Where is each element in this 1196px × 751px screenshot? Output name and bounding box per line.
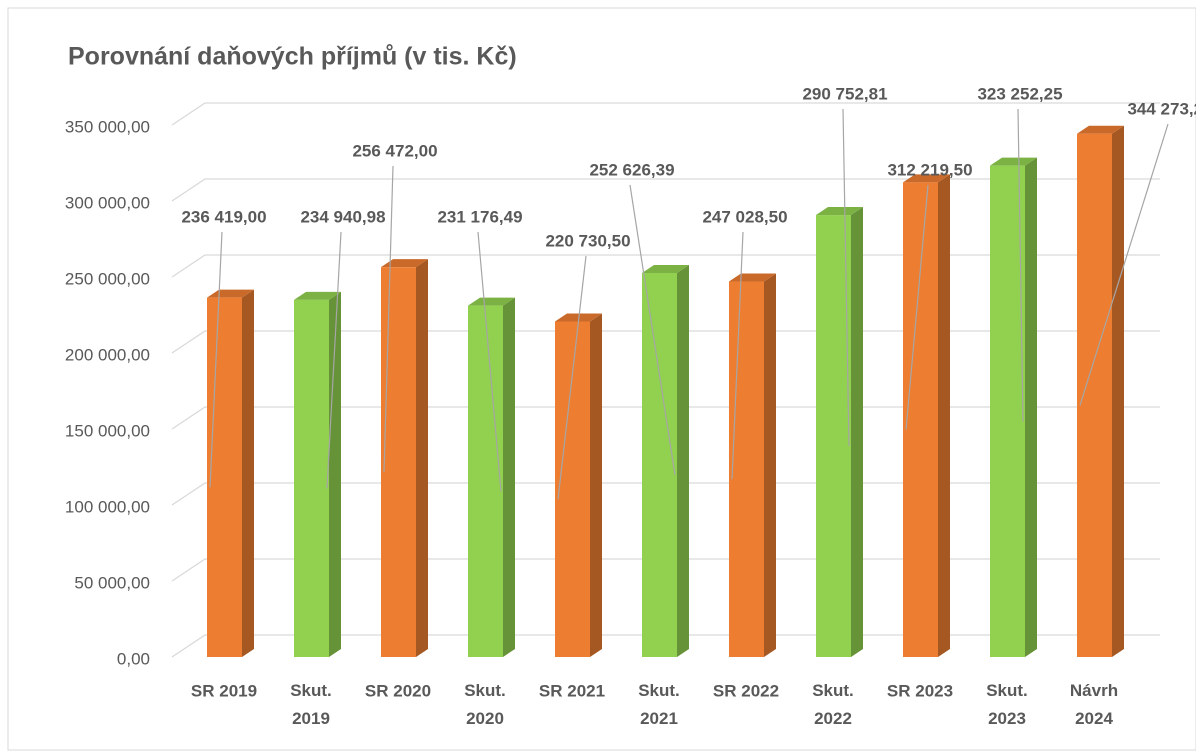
bar <box>816 215 851 657</box>
bar-side <box>1112 125 1124 658</box>
y-tick-label: 100 000,00 <box>65 497 150 516</box>
y-tick-label: 200 000,00 <box>65 345 150 364</box>
bar-top <box>294 291 341 300</box>
y-tick-label: 150 000,00 <box>65 421 150 440</box>
value-label: 236 419,00 <box>181 207 266 226</box>
value-label: 290 752,81 <box>802 84 887 103</box>
bar-top <box>903 174 950 183</box>
leader-line <box>326 231 342 489</box>
x-tick-label: SR 2022 <box>713 681 779 700</box>
bar <box>729 281 764 657</box>
leader-line <box>1079 123 1169 406</box>
y-tick-label: 250 000,00 <box>65 269 150 288</box>
grid-line <box>171 178 1160 202</box>
bar <box>990 165 1025 657</box>
bar-top <box>990 157 1037 166</box>
chart-title: Porovnání daňových příjmů (v tis. Kč) <box>68 43 517 71</box>
x-tick-label: Skut. 2023 <box>986 681 1028 728</box>
y-tick-label: 50 000,00 <box>74 573 150 592</box>
bar-side <box>590 313 602 657</box>
x-tick-label: Skut. 2019 <box>290 681 332 728</box>
leader-line <box>842 108 850 447</box>
value-label: 247 028,50 <box>702 207 787 226</box>
value-label: 256 472,00 <box>352 141 437 160</box>
bar-side <box>938 174 950 657</box>
x-tick-label: Návrh 2024 <box>1070 681 1118 728</box>
x-tick-label: SR 2019 <box>191 681 257 700</box>
bar-top <box>642 265 689 274</box>
value-label: 252 626,39 <box>589 160 674 179</box>
y-tick-label: 0,00 <box>117 649 150 668</box>
bar <box>1077 133 1112 658</box>
leader-line <box>557 255 587 500</box>
bar <box>642 273 677 657</box>
bar-top <box>816 207 863 216</box>
bar-side <box>677 265 689 657</box>
bar <box>468 305 503 657</box>
grid-line <box>171 102 1160 126</box>
x-tick-label: Skut. 2022 <box>812 681 854 728</box>
bar-top <box>1077 125 1124 134</box>
value-label: 231 176,49 <box>437 207 522 226</box>
leader-line <box>1017 108 1024 422</box>
bar <box>207 297 242 657</box>
bar-side <box>242 289 254 657</box>
leader-line <box>477 231 502 492</box>
bar-top <box>468 297 515 306</box>
bar-side <box>1025 157 1037 657</box>
y-tick-label: 300 000,00 <box>65 193 150 212</box>
value-label: 312 219,50 <box>887 160 972 179</box>
y-tick-label: 350 000,00 <box>65 117 150 136</box>
bar-side <box>764 273 776 657</box>
bar-side <box>503 297 515 657</box>
bar-side <box>851 207 863 657</box>
bar-side <box>329 291 341 657</box>
bar <box>381 267 416 657</box>
value-label: 344 273,25 <box>1127 99 1196 118</box>
leader-line <box>383 165 394 473</box>
bar <box>903 182 938 657</box>
bar <box>294 299 329 657</box>
bar-top <box>381 259 428 268</box>
x-tick-label: SR 2023 <box>887 681 953 700</box>
x-tick-label: SR 2020 <box>365 681 431 700</box>
leader-line <box>731 231 744 480</box>
leader-line <box>629 184 676 476</box>
leader-line <box>209 231 223 488</box>
value-label: 234 940,98 <box>300 207 385 226</box>
x-tick-label: SR 2021 <box>539 681 605 700</box>
bar-side <box>416 259 428 657</box>
value-label: 323 252,25 <box>977 84 1062 103</box>
x-tick-label: Skut. 2021 <box>638 681 680 728</box>
leader-line <box>905 184 929 430</box>
value-label: 220 730,50 <box>545 231 630 250</box>
x-tick-label: Skut. 2020 <box>464 681 506 728</box>
